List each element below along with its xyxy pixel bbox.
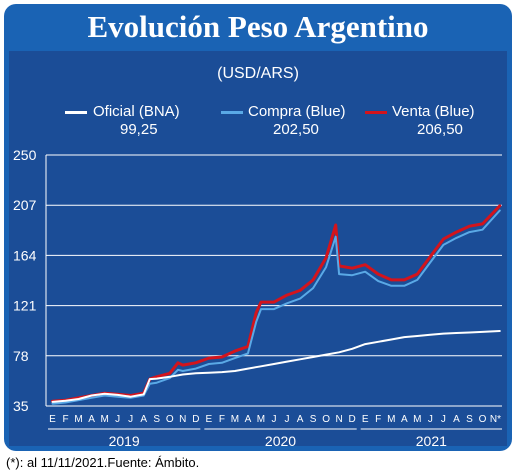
x-tick-label: E bbox=[362, 414, 369, 425]
x-tick-label: E bbox=[49, 414, 56, 425]
legend-value-venta: 206,50 bbox=[417, 121, 463, 138]
x-tick-label: J bbox=[285, 414, 290, 425]
series-line-compra bbox=[51, 209, 501, 405]
x-tick-label: M bbox=[100, 414, 108, 425]
x-tick-label: A bbox=[140, 414, 147, 425]
legend-label-oficial: Oficial (BNA) bbox=[93, 103, 180, 120]
series-line-oficial bbox=[51, 330, 501, 403]
x-tick-label: M bbox=[413, 414, 421, 425]
x-tick-label: A bbox=[245, 414, 252, 425]
y-tick-label: 78 bbox=[13, 348, 29, 364]
x-tick-label: N bbox=[179, 414, 186, 425]
legend-swatch-venta bbox=[365, 111, 387, 114]
footnote: (*): al 11/11/2021.Fuente: Ámbito. bbox=[6, 455, 200, 470]
x-tick-label: A bbox=[297, 414, 304, 425]
y-tick-label: 35 bbox=[13, 398, 29, 414]
y-tick-label: 121 bbox=[13, 298, 37, 314]
legend-value-compra: 202,50 bbox=[273, 121, 319, 138]
x-tick-label: E bbox=[206, 414, 213, 425]
x-tick-label: M bbox=[387, 414, 395, 425]
x-tick-label: N* bbox=[490, 414, 501, 425]
x-tick-label: A bbox=[401, 414, 408, 425]
legend-swatch-compra bbox=[221, 111, 243, 114]
x-tick-label: N bbox=[336, 414, 343, 425]
y-tick-label: 207 bbox=[13, 197, 37, 213]
series-line-venta bbox=[51, 204, 502, 403]
chart-subtitle: (USD/ARS) bbox=[217, 65, 299, 82]
year-label: 2020 bbox=[265, 433, 296, 446]
chart-frame: Evolución Peso Argentino (USD/ARS) Ofici… bbox=[4, 4, 512, 451]
year-label: 2019 bbox=[109, 433, 140, 446]
x-tick-label: O bbox=[479, 414, 487, 425]
x-tick-label: F bbox=[219, 414, 225, 425]
x-tick-label: D bbox=[192, 414, 199, 425]
chart-title: Evolución Peso Argentino bbox=[87, 9, 429, 44]
x-tick-label: M bbox=[257, 414, 265, 425]
legend-swatch-oficial bbox=[65, 111, 87, 114]
x-tick-label: J bbox=[115, 414, 120, 425]
x-tick-label: S bbox=[153, 414, 160, 425]
x-tick-label: M bbox=[231, 414, 239, 425]
x-tick-label: S bbox=[310, 414, 317, 425]
x-tick-label: A bbox=[453, 414, 460, 425]
x-tick-label: M bbox=[74, 414, 82, 425]
year-label: 2021 bbox=[416, 433, 447, 446]
x-tick-label: J bbox=[128, 414, 133, 425]
x-tick-label: O bbox=[166, 414, 174, 425]
x-tick-label: D bbox=[349, 414, 356, 425]
legend-value-oficial: 99,25 bbox=[120, 121, 158, 138]
chart-panel: (USD/ARS) Oficial (BNA) 99,25 Compra (Bl… bbox=[9, 51, 507, 446]
y-tick-label: 250 bbox=[13, 147, 37, 163]
x-tick-label: F bbox=[62, 414, 68, 425]
legend-label-compra: Compra (Blue) bbox=[248, 103, 346, 120]
x-tick-label: J bbox=[441, 414, 446, 425]
x-tick-label: A bbox=[88, 414, 95, 425]
x-tick-label: F bbox=[375, 414, 381, 425]
x-tick-label: J bbox=[428, 414, 433, 425]
x-tick-label: J bbox=[272, 414, 277, 425]
legend-label-venta: Venta (Blue) bbox=[392, 103, 475, 120]
y-tick-label: 164 bbox=[13, 247, 37, 263]
x-tick-label: S bbox=[466, 414, 473, 425]
x-tick-label: O bbox=[322, 414, 330, 425]
